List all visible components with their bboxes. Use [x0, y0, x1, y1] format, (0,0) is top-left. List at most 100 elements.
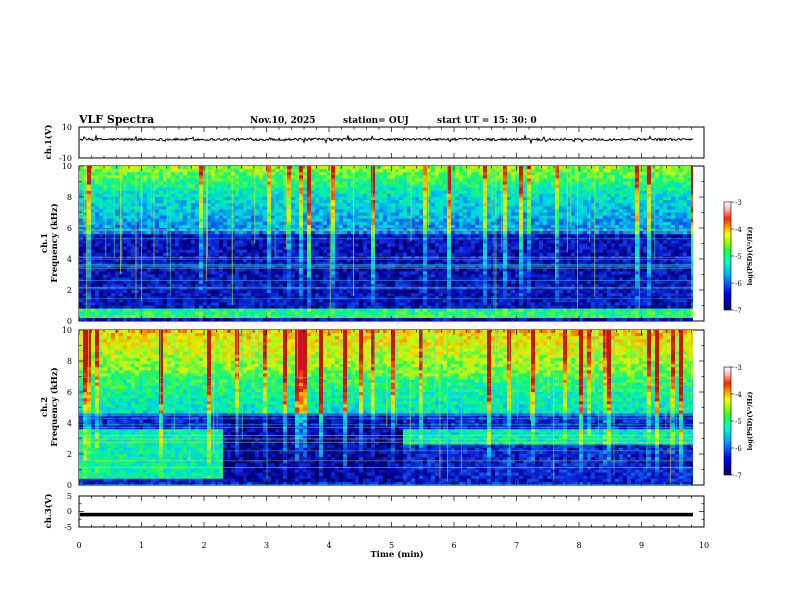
spectrogram-cell [571, 181, 576, 185]
spectrogram-cell [563, 249, 568, 254]
spectrogram-cell [239, 206, 244, 210]
spectrogram-cell [487, 175, 492, 179]
spectrogram-cell [367, 190, 372, 195]
spectrogram-cell [399, 178, 404, 182]
spectrogram-cell [647, 187, 652, 192]
spectrogram-cell [451, 237, 456, 241]
spectrogram-cell [551, 178, 556, 182]
spectrogram-cell [215, 190, 220, 195]
spectrogram-cell [279, 181, 284, 185]
spectrogram-cell [603, 249, 608, 254]
spectrogram-cell [183, 243, 188, 247]
spectrogram-cell [123, 262, 128, 266]
spectrogram-cell [663, 172, 668, 176]
spectrogram-cell [511, 243, 516, 247]
spectrogram-cell [219, 243, 224, 247]
spectrogram-cell [183, 209, 188, 213]
spectrogram-cell [371, 190, 376, 195]
spectrogram-cell [583, 197, 588, 201]
spectrogram-cell [475, 252, 480, 257]
spectrogram-cell [403, 231, 408, 235]
spectrogram-cell [179, 246, 184, 251]
spectrogram-cell [303, 246, 308, 251]
spectrogram-cell [567, 203, 572, 207]
spectrogram-cell [251, 197, 256, 201]
spectrogram-cell [463, 203, 468, 207]
spectrogram-cell [599, 231, 604, 235]
spectrogram-cell [591, 169, 596, 173]
spectrogram-cell [131, 187, 136, 192]
spectrogram-cell [255, 224, 260, 229]
spectrogram-cell [567, 243, 572, 247]
spectrogram-cell [167, 249, 172, 254]
spectrogram-cell [383, 240, 388, 244]
spectrogram-cell [243, 209, 248, 213]
spectrogram-cell [595, 255, 600, 260]
spectrogram-cell [555, 209, 560, 213]
spectrogram-cell [255, 243, 260, 247]
spectrogram-cell [331, 175, 336, 179]
spectrogram-cell [239, 255, 244, 260]
spectrogram-cell [403, 209, 408, 213]
spectrogram-cell [475, 187, 480, 192]
spectrogram-cell [459, 234, 464, 238]
spectrogram-cell [515, 215, 520, 220]
spectrogram-cell [203, 178, 208, 182]
spectrogram-cell [227, 197, 232, 201]
spectrogram-cell [595, 172, 600, 176]
spectrogram-cell [523, 237, 528, 241]
spectrogram-cell [403, 197, 408, 201]
spectrogram-cell [179, 206, 184, 210]
spectrogram-cell [435, 243, 440, 247]
spectrogram-cell [603, 252, 608, 257]
spectrogram-cell [95, 193, 100, 198]
spectrogram-cell [163, 243, 168, 247]
spectrogram-cell [287, 175, 292, 179]
spectrogram-cell [131, 259, 136, 263]
spectrogram-cell [663, 169, 668, 173]
spectrogram-cell [451, 215, 456, 220]
spectrogram-cell [115, 175, 120, 179]
spectrogram-cell [683, 175, 688, 179]
spectrogram-cell [83, 209, 88, 213]
spectrogram-cell [395, 237, 400, 241]
spectrogram-cell [203, 231, 208, 235]
spectrogram-cell [403, 237, 408, 241]
spectrogram-cell [103, 203, 108, 207]
spectrogram-cell [355, 249, 360, 254]
spectrogram-cell [347, 181, 352, 185]
spectrogram-cell [255, 178, 260, 182]
spectrogram-cell [639, 206, 644, 210]
spectrogram-cell [483, 240, 488, 244]
spectrogram-cell [523, 215, 528, 220]
spectrogram-cell [619, 246, 624, 251]
spectrogram-cell [411, 193, 416, 198]
spectrogram-cell [451, 255, 456, 260]
spectrogram-cell [643, 172, 648, 176]
spectrogram-cell [519, 190, 524, 195]
spectrogram-cell [191, 169, 196, 173]
spectrogram-cell [219, 166, 224, 170]
spectrogram-cell [643, 178, 648, 182]
spectrogram-cell [155, 262, 160, 266]
spectrogram-cell [219, 221, 224, 226]
spectrogram-cell [131, 224, 136, 229]
spectrogram-cell [131, 212, 136, 216]
spectrogram-cell [83, 224, 88, 229]
spectrogram-cell [487, 224, 492, 229]
spectrogram-cell [539, 203, 544, 207]
spectrogram-cell [387, 221, 392, 226]
spectrogram-cell [571, 218, 576, 223]
spectrogram-cell [223, 184, 228, 189]
spectrogram-cell [131, 237, 136, 241]
spectrogram-cell [99, 166, 104, 170]
spectrogram-cell [131, 255, 136, 260]
spectrogram-cell [443, 203, 448, 207]
spectrogram-cell [211, 249, 216, 254]
spectrogram-cell [671, 193, 676, 198]
spectrogram-cell [491, 169, 496, 173]
spectrogram-cell [639, 240, 644, 244]
spectrogram-cell [171, 197, 176, 201]
spectrogram-cell [551, 169, 556, 173]
spectrogram-cell [539, 221, 544, 226]
